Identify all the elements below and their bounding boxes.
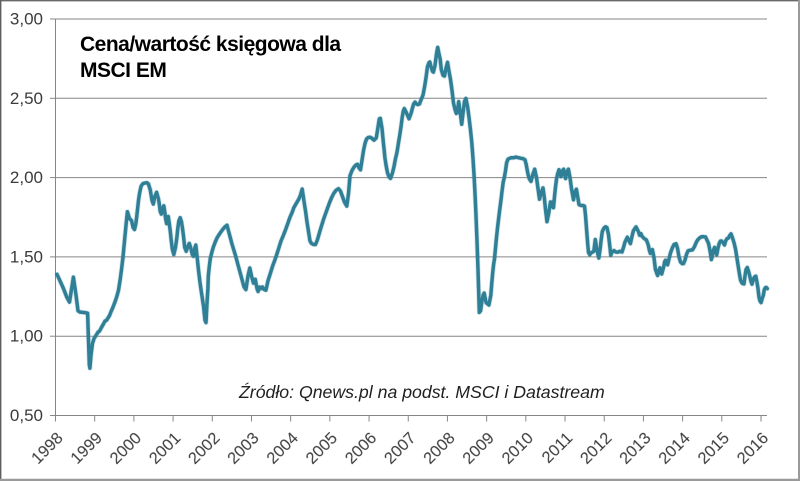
svg-text:2,00: 2,00 bbox=[10, 168, 43, 187]
svg-text:1,00: 1,00 bbox=[10, 327, 43, 346]
svg-text:Cena/wartość księgowa dla: Cena/wartość księgowa dla bbox=[80, 33, 341, 56]
svg-text:0,50: 0,50 bbox=[10, 406, 43, 425]
svg-text:2,50: 2,50 bbox=[10, 89, 43, 108]
svg-text:MSCI EM: MSCI EM bbox=[80, 59, 166, 82]
svg-text:3,00: 3,00 bbox=[10, 10, 43, 29]
svg-text:Źródło: Qnews.pl na podst. MSC: Źródło: Qnews.pl na podst. MSCI i Datast… bbox=[238, 382, 605, 402]
svg-text:1,50: 1,50 bbox=[10, 247, 43, 266]
